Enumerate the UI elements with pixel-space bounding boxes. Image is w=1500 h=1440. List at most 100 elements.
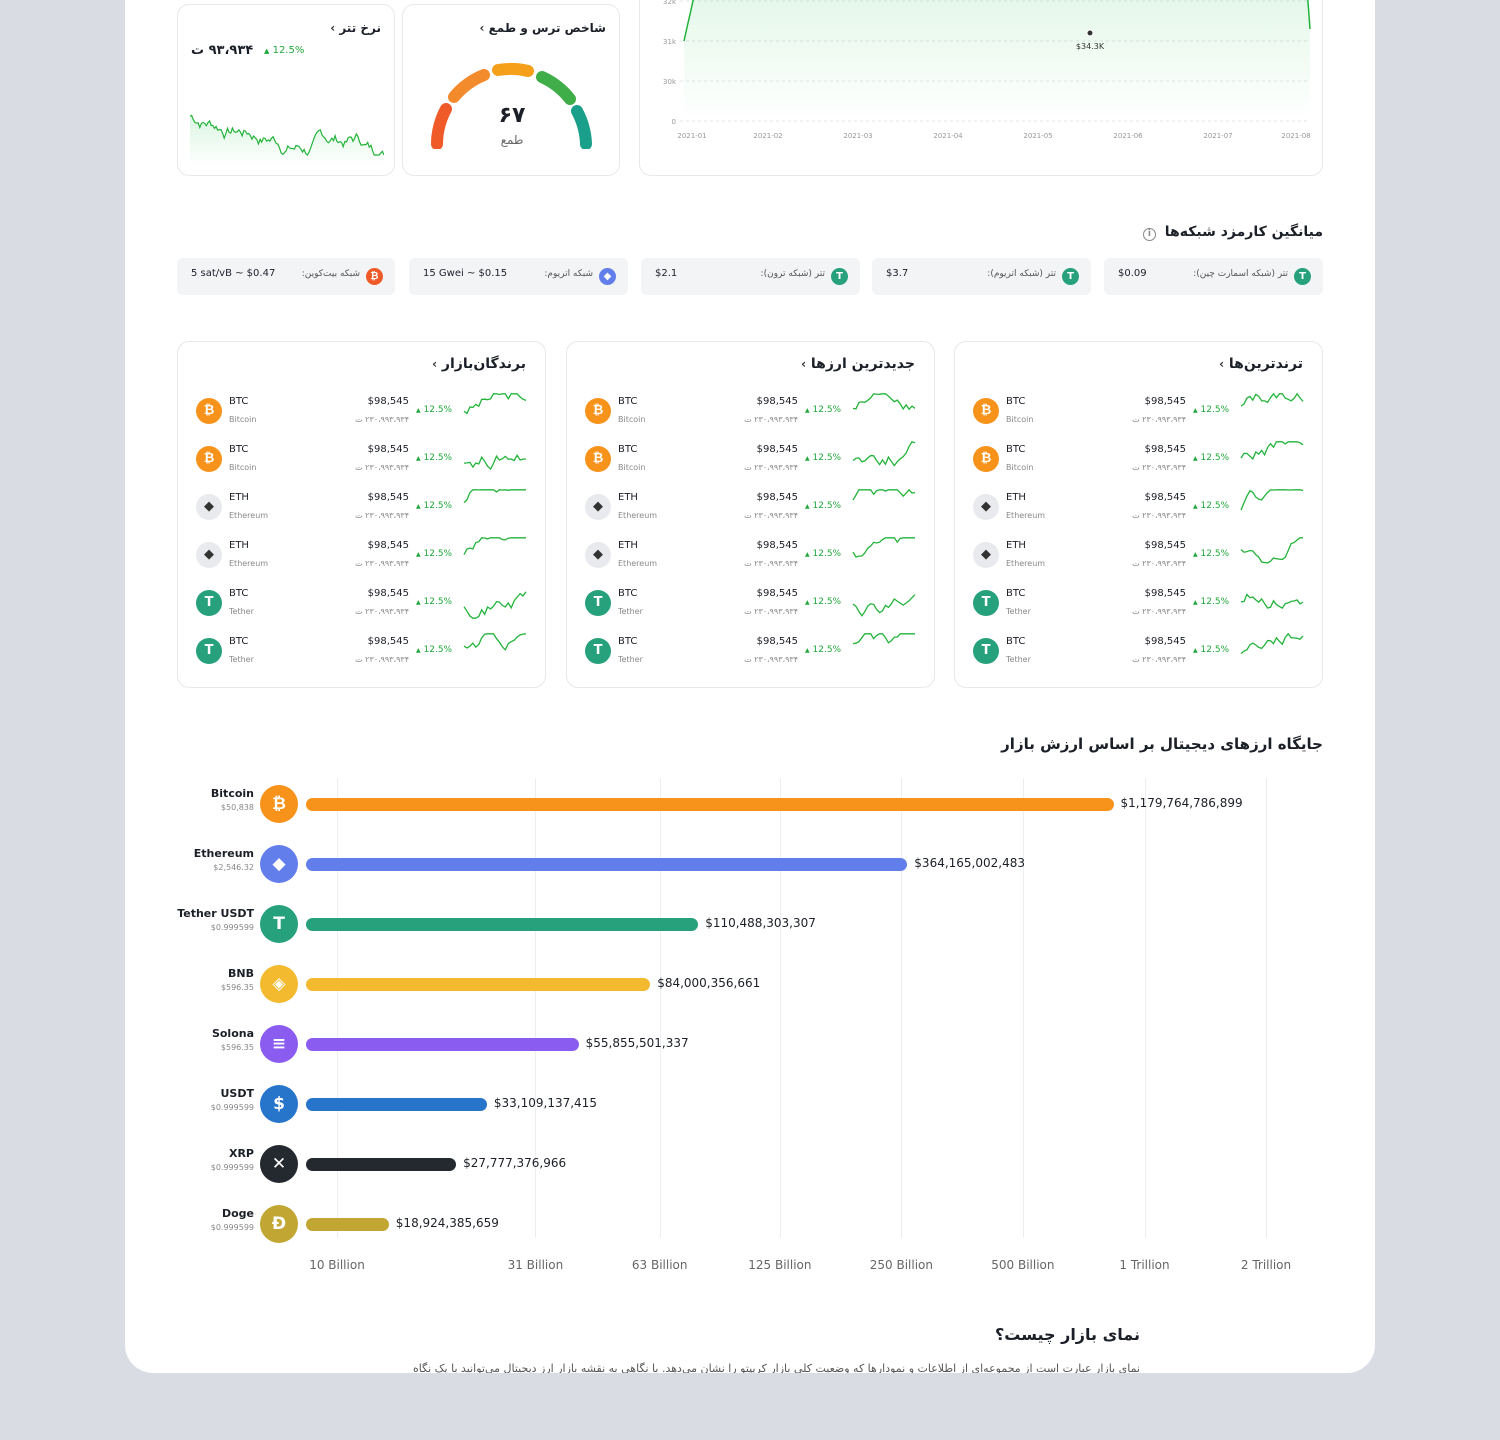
info-icon[interactable]: i	[1142, 228, 1156, 241]
ethereum-icon: ◆	[599, 268, 616, 285]
change-value: 12.5%	[812, 405, 842, 415]
change-badge: ▲ 12.5%	[416, 501, 452, 511]
coin-name: Ethereum	[193, 847, 254, 860]
fee-tether-bsc: T تتر (شبکه اسمارت چین): $0.09	[1104, 258, 1323, 295]
coin-name: Bitcoin	[618, 415, 646, 424]
x-tick: 500 Billion	[991, 1258, 1055, 1272]
tether-rate-title[interactable]: نرخ تتر ›	[330, 21, 381, 35]
y-tick: 32k	[663, 0, 677, 6]
coin-symbol: ETH	[229, 540, 249, 551]
tether-icon: T	[973, 590, 999, 616]
market-cap-value: $55,855,501,337	[585, 1036, 689, 1050]
market-cap-value: $84,000,356,661	[657, 976, 761, 990]
list-item[interactable]: ◆ ETH Ethereum $98,545 ۲۳۰،۹۹۳،۹۳۴ ت ▲ 12.5%	[196, 489, 529, 530]
change-value: 12.5%	[812, 453, 842, 463]
y-tick: 0	[672, 118, 676, 126]
up-triangle-icon: ▲	[1193, 599, 1198, 606]
coin-symbol: ETH	[1006, 540, 1026, 551]
price-toman: ۲۳۰،۹۹۳،۹۳۴ ت	[1132, 559, 1186, 568]
ranking-row[interactable]: BNB $596.35 ◈ $84,000,356,661	[125, 965, 1375, 1005]
list-item[interactable]: ₿ BTC Bitcoin $98,545 ۲۳۰،۹۹۳،۹۳۴ ت ▲ 12.5%	[196, 442, 529, 482]
ranking-title: جایگاه ارزهای دیجیتال بر اساس ارزش بازار	[1001, 735, 1323, 753]
ranking-row[interactable]: Tether USDT $0.999599 T $110,488,303,307	[125, 905, 1375, 945]
market-cap-value: $364,165,002,483	[914, 856, 1025, 870]
list-title[interactable]: برندگان‌بازار ›	[432, 356, 526, 372]
sparkline	[463, 633, 527, 651]
sparkline	[1240, 593, 1304, 609]
list-item[interactable]: T BTC Tether $98,545 ۲۳۰،۹۹۳،۹۳۴ ت ▲ 12.5%	[585, 586, 918, 626]
coin-name: Ethereum	[1006, 559, 1046, 568]
y-tick: 30k	[663, 78, 677, 86]
list-item[interactable]: ◆ ETH Ethereum $98,545 ۲۳۰،۹۹۳،۹۳۴ ت ▲ 12.5%	[196, 537, 529, 578]
fear-greed-label: طمع	[500, 133, 524, 147]
x-tick: 10 Billion	[309, 1258, 365, 1272]
ranking-row[interactable]: Ethereum $2,546.32 ◆ $364,165,002,483	[125, 845, 1375, 885]
fee-value: $3.7	[886, 268, 909, 279]
up-triangle-icon: ▲	[1193, 551, 1198, 558]
coin-name: Ethereum	[1006, 511, 1046, 520]
chevron-left-icon: ›	[801, 357, 807, 371]
list-item[interactable]: ₿ BTC Bitcoin $98,545 ۲۳۰،۹۹۳،۹۳۴ ت ▲ 12.5%	[585, 393, 918, 434]
ranking-row[interactable]: USDT $0.999599 $ $33,109,137,415	[125, 1085, 1375, 1125]
price-usd: $98,545	[1144, 444, 1186, 455]
list-item[interactable]: ₿ BTC Bitcoin $98,545 ۲۳۰،۹۹۳،۹۳۴ ت ▲ 12.5%	[585, 441, 918, 482]
list-item[interactable]: ◆ ETH Ethereum $98,545 ۲۳۰،۹۹۳،۹۳۴ ت ▲ 12.5%	[585, 488, 918, 530]
ethereum-icon: ◆	[585, 542, 611, 568]
up-triangle-icon: ▲	[1193, 407, 1198, 414]
fear-greed-card[interactable]: شاخص ترس و طمع › ۶۷ طمع	[402, 4, 620, 176]
sparkline	[1240, 489, 1304, 511]
ranking-row[interactable]: XRP $0.999599 ✕ $27,777,376,966	[125, 1145, 1375, 1185]
x-tick: 2 Trillion	[1240, 1258, 1292, 1272]
x-tick: 2021-02	[753, 132, 782, 140]
list-item[interactable]: T BTC Tether $98,545 ۲۳۰،۹۹۳،۹۳۴ ت ▲ 12.5%	[196, 586, 529, 626]
up-triangle-icon: ▲	[805, 455, 810, 462]
ranking-row[interactable]: Bitcoin $50,838 ₿ $1,179,764,786,899	[125, 785, 1375, 825]
y-tick: 31k	[663, 38, 677, 46]
market-cap-value: $27,777,376,966	[463, 1156, 567, 1170]
grid-line	[901, 778, 903, 1238]
grid-line	[337, 778, 338, 1238]
list-item[interactable]: T BTC Tether $98,545 ۲۳۰،۹۹۳،۹۳۴ ت ▲ 12.5%	[973, 632, 1306, 674]
change-badge: ▲ 12.5%	[805, 597, 841, 607]
list-item[interactable]: ◆ ETH Ethereum $98,545 ۲۳۰،۹۹۳،۹۳۴ ت ▲ 12.5%	[585, 537, 918, 578]
fee-label: تتر (شبکه اسمارت چین):	[1193, 269, 1288, 279]
sparkline	[463, 489, 526, 504]
bitcoin-icon: ₿	[196, 446, 222, 472]
ranking-row[interactable]: Doge $0.999599 Ð $18,924,385,659	[125, 1205, 1375, 1245]
change-value: 12.5%	[423, 501, 453, 511]
coin-name: Tether	[1006, 607, 1031, 616]
x-tick: 31 Billion	[507, 1258, 564, 1272]
coin-name: Bitcoin	[229, 415, 257, 424]
coin-symbol: BTC	[618, 636, 638, 647]
bitcoin-icon: ₿	[196, 398, 222, 424]
list-item[interactable]: T BTC Tether $98,545 ۲۳۰،۹۹۳،۹۳۴ ت ▲ 12.5%	[585, 633, 918, 674]
coin-name: Bitcoin	[1006, 463, 1034, 472]
change-badge: ▲ 12.5%	[805, 645, 841, 655]
ranking-row[interactable]: Solona $596.35 ≡ $55,855,501,337	[125, 1025, 1375, 1065]
fear-greed-title[interactable]: شاخص ترس و طمع ›	[479, 21, 606, 35]
list-item[interactable]: T BTC Tether $98,545 ۲۳۰،۹۹۳،۹۳۴ ت ▲ 12.5%	[973, 586, 1306, 626]
price-usd: $98,545	[756, 636, 798, 647]
tether-rate-card[interactable]: نرخ تتر › ۹۳،۹۳۴ ت ▲ 12.5%	[177, 4, 395, 176]
list-item[interactable]: ◆ ETH Ethereum $98,545 ۲۳۰،۹۹۳،۹۳۴ ت ▲ 12.5%	[973, 489, 1306, 530]
ethereum-icon: ◆	[585, 494, 611, 520]
list-item[interactable]: ◆ ETH Ethereum $98,545 ۲۳۰،۹۹۳،۹۳۴ ت ▲ 12.5%	[973, 537, 1306, 578]
price-usd: $98,545	[756, 444, 798, 455]
market-cap-bar	[306, 1218, 389, 1231]
list-title[interactable]: جدیدترین ارزها ›	[801, 356, 915, 372]
price-toman: ۲۳۰،۹۹۳،۹۳۴ ت	[744, 607, 798, 616]
list-item[interactable]: ₿ BTC Bitcoin $98,545 ۲۳۰،۹۹۳،۹۳۴ ت ▲ 12.5%	[973, 392, 1306, 434]
gauge-segment-extreme-greed	[571, 105, 592, 149]
list-item[interactable]: ₿ BTC Bitcoin $98,545 ۲۳۰،۹۹۳،۹۳۴ ت ▲ 12.5%	[973, 441, 1306, 482]
market-cap-bar	[306, 1098, 487, 1111]
list-title[interactable]: ترندترین‌ها ›	[1219, 356, 1303, 372]
chart-marker	[1086, 29, 1094, 37]
price-toman: ۲۳۰،۹۹۳،۹۳۴ ت	[355, 511, 409, 520]
list-item[interactable]: T BTC Tether $98,545 ۲۳۰،۹۹۳،۹۳۴ ت ▲ 12.5%	[196, 633, 529, 674]
fear-greed-title-text: شاخص ترس و طمع	[488, 21, 606, 35]
bitcoin-icon: ₿	[585, 398, 611, 424]
list-item[interactable]: ₿ BTC Bitcoin $98,545 ۲۳۰،۹۹۳،۹۳۴ ت ▲ 12.5%	[196, 393, 529, 434]
up-triangle-icon: ▲	[1193, 647, 1198, 654]
market-cap-value: $1,179,764,786,899	[1120, 796, 1243, 810]
coin-price: $50,838	[220, 803, 254, 812]
